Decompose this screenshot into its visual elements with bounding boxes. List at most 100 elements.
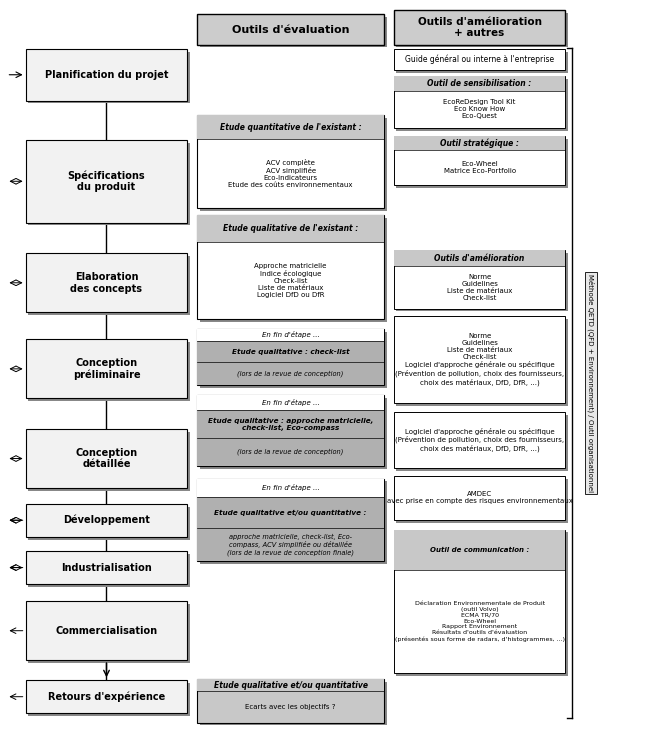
Bar [197, 362, 384, 384]
Bar [25, 429, 187, 488]
Bar [197, 479, 384, 497]
Bar [197, 497, 384, 528]
Text: EcoReDesign Tool Kit
Eco Know How
Eco-Quest: EcoReDesign Tool Kit Eco Know How Eco-Qu… [443, 100, 516, 119]
Bar [28, 52, 190, 103]
Bar [397, 13, 568, 48]
Bar [25, 680, 187, 713]
Bar [28, 343, 190, 401]
Bar [394, 315, 565, 403]
Bar [200, 397, 387, 469]
Bar [394, 49, 565, 70]
Text: Etude quantitative de l'existant :: Etude quantitative de l'existant : [220, 122, 362, 132]
Bar [394, 529, 565, 569]
Bar [28, 507, 190, 539]
Bar [197, 528, 384, 561]
Text: Etude qualitative et/ou quantitative :: Etude qualitative et/ou quantitative : [214, 509, 367, 515]
Bar [200, 18, 387, 48]
Bar [200, 218, 387, 322]
Bar [197, 679, 384, 722]
Text: Etude qualitative : check-list: Etude qualitative : check-list [232, 348, 349, 355]
Text: Eco-Wheel
Matrice Eco-Portfolio: Eco-Wheel Matrice Eco-Portfolio [443, 161, 516, 174]
Text: Industrialisation: Industrialisation [61, 563, 152, 572]
Bar [197, 411, 384, 438]
Text: Outil de communication :: Outil de communication : [430, 547, 529, 553]
Text: Etude qualitative : approche matricielle,
check-list, Eco-compass: Etude qualitative : approche matricielle… [208, 417, 373, 430]
Bar [197, 115, 384, 139]
Text: En fin d'étape ...: En fin d'étape ... [262, 484, 319, 491]
Text: En fin d'étape ...: En fin d'étape ... [262, 332, 319, 338]
Bar [197, 438, 384, 466]
Bar [28, 432, 190, 491]
Text: Outil de sensibilisation :: Outil de sensibilisation : [428, 79, 532, 88]
Text: Outils d'amélioration: Outils d'amélioration [434, 253, 525, 263]
Bar [28, 143, 190, 225]
Bar [394, 76, 565, 128]
Bar [397, 479, 568, 523]
Bar [28, 554, 190, 587]
Bar [28, 604, 190, 663]
Text: AMDEC
avec prise en compte des risques environnementaux: AMDEC avec prise en compte des risques e… [387, 491, 573, 504]
Bar [25, 601, 187, 660]
Bar [397, 139, 568, 188]
Text: Retours d'expérience: Retours d'expérience [48, 692, 165, 702]
Bar [25, 551, 187, 584]
Bar [28, 683, 190, 716]
Text: Outil stratégique :: Outil stratégique : [440, 138, 519, 148]
Bar [394, 529, 565, 673]
Text: Ecarts avec les objectifs ?: Ecarts avec les objectifs ? [246, 703, 336, 709]
Bar [397, 318, 568, 406]
Bar [394, 250, 565, 309]
Bar [197, 479, 384, 561]
Text: Norme
Guidelines
Liste de matériaux
Check-list
Logiciel d'approche générale ou s: Norme Guidelines Liste de matériaux Chec… [395, 333, 564, 386]
Bar [25, 504, 187, 537]
Bar [197, 329, 384, 341]
Bar [397, 52, 568, 73]
Bar [397, 79, 568, 131]
Bar [394, 136, 565, 150]
Bar [394, 10, 565, 45]
Text: En fin d'étape ...: En fin d'étape ... [262, 399, 319, 406]
Bar [397, 253, 568, 312]
Bar [197, 15, 384, 45]
Bar [28, 256, 190, 315]
Bar [394, 250, 565, 266]
Text: Approche matricielle
Indice écologique
Check-list
Liste de matériaux
Logiciel Df: Approche matricielle Indice écologique C… [255, 264, 327, 299]
Bar [394, 136, 565, 185]
Bar [25, 253, 187, 313]
Bar [394, 412, 565, 468]
Bar [197, 395, 384, 466]
Text: Guide général ou interne à l'entreprise: Guide général ou interne à l'entreprise [405, 55, 554, 64]
Bar [394, 76, 565, 91]
Bar [197, 679, 384, 691]
Bar [200, 118, 387, 211]
Text: Conception
préliminaire: Conception préliminaire [73, 358, 141, 380]
Bar [25, 340, 187, 398]
Bar [25, 49, 187, 100]
Bar [197, 329, 384, 384]
Text: Logiciel d'approche générale ou spécifique
(Prévention de pollution, choix des f: Logiciel d'approche générale ou spécifiq… [395, 427, 564, 452]
Text: Etude qualitative de l'existant :: Etude qualitative de l'existant : [223, 225, 358, 234]
Text: Planification du projet: Planification du projet [45, 70, 168, 80]
Bar [197, 395, 384, 411]
Bar [200, 682, 387, 725]
Text: Outils d'amélioration
+ autres: Outils d'amélioration + autres [417, 17, 542, 38]
Bar [200, 332, 387, 387]
Bar [394, 476, 565, 520]
Text: (lors de la revue de conception): (lors de la revue de conception) [237, 449, 344, 455]
Text: Elaboration
des concepts: Elaboration des concepts [71, 272, 143, 294]
Text: (lors de la revue de conception): (lors de la revue de conception) [237, 370, 344, 377]
Text: Méthode QETD (QFD + Environnement) / Outil organisationnel: Méthode QETD (QFD + Environnement) / Out… [587, 274, 594, 492]
Text: Commercialisation: Commercialisation [56, 626, 157, 635]
Text: Outils d'évaluation: Outils d'évaluation [232, 25, 349, 34]
Text: ACV complète
ACV simplifiée
Eco-Indicateurs
Etude des coûts environnementaux: ACV complète ACV simplifiée Eco-Indicate… [228, 159, 353, 188]
Text: Norme
Guidelines
Liste de matériaux
Check-list: Norme Guidelines Liste de matériaux Chec… [447, 274, 513, 301]
Bar [25, 140, 187, 223]
Text: Etude qualitative et/ou quantitative: Etude qualitative et/ou quantitative [214, 681, 367, 690]
Bar [197, 341, 384, 362]
Text: Conception
détaillée: Conception détaillée [75, 448, 137, 469]
Text: Développement: Développement [63, 515, 150, 526]
Text: Déclaration Environnementale de Produit
(outil Volvo)
ECMA TR/70
Eco-Wheel
Rappo: Déclaration Environnementale de Produit … [395, 601, 564, 641]
Bar [200, 482, 387, 564]
Text: Spécifications
du produit: Spécifications du produit [67, 171, 145, 193]
Bar [197, 215, 384, 319]
